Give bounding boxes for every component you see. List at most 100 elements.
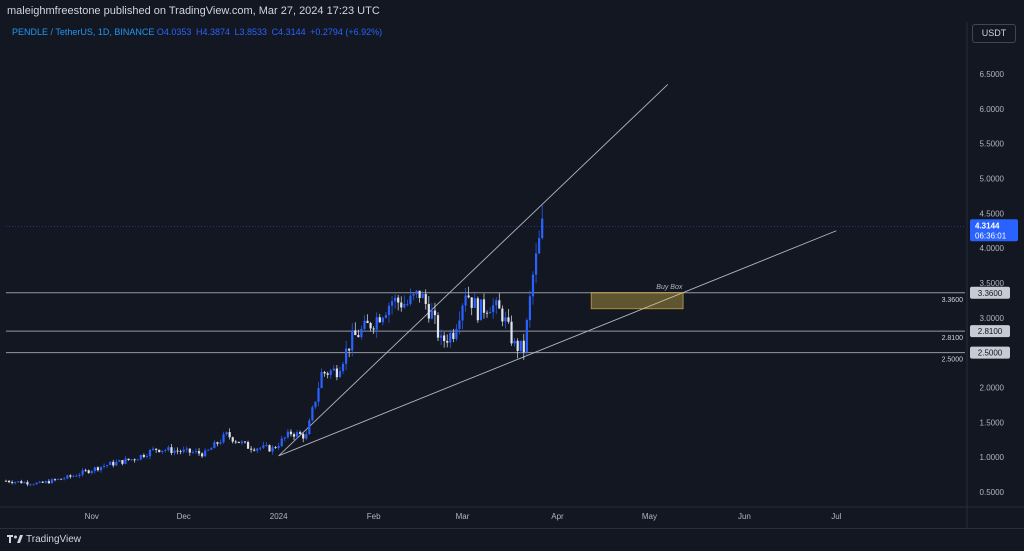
candle-body xyxy=(378,317,381,323)
candle-body xyxy=(243,441,247,443)
candle-body xyxy=(11,482,14,484)
candle-body xyxy=(188,448,191,453)
chart-area[interactable]: PENDLE / TetherUS, 1D, BINANCE O4.0353 H… xyxy=(0,22,1024,528)
candle-body xyxy=(400,302,403,308)
tradingview-logo[interactable]: TradingView xyxy=(7,534,81,545)
candle-body xyxy=(81,470,84,475)
buy-box-zone xyxy=(590,292,684,310)
candle-body xyxy=(240,441,244,443)
candle-body xyxy=(259,447,262,449)
level-price-badge xyxy=(970,325,1010,338)
publisher-text: maleighmfreestone published on TradingVi… xyxy=(7,5,380,17)
level-label: 2.5000 xyxy=(942,357,964,364)
candle-body xyxy=(430,310,433,319)
candle-body xyxy=(387,305,391,316)
candle-body xyxy=(191,452,194,453)
x-tick-label: Mar xyxy=(456,512,470,521)
candle-body xyxy=(292,434,296,437)
candle-body xyxy=(253,449,256,451)
candle-body xyxy=(305,434,308,439)
candle-body xyxy=(302,433,305,439)
currency-button[interactable]: USDT xyxy=(972,24,1016,43)
candle-body xyxy=(470,297,473,308)
x-tick-label: Jun xyxy=(738,512,751,521)
x-tick-label: Jul xyxy=(831,512,841,521)
candle-body xyxy=(439,335,443,338)
y-tick-label: 3.5000 xyxy=(980,279,1005,288)
candle-body xyxy=(87,470,90,474)
candle-body xyxy=(538,238,541,254)
candle-body xyxy=(268,445,271,452)
candle-body xyxy=(326,373,329,375)
candle-body xyxy=(424,294,427,304)
candle-body xyxy=(20,481,23,484)
candle-body xyxy=(213,442,216,449)
candle-body xyxy=(418,290,421,298)
y-tick-label: 6.5000 xyxy=(980,70,1005,79)
candle-body xyxy=(231,437,234,442)
candle-body xyxy=(354,330,357,336)
legend-low: L3.8533 xyxy=(234,27,268,37)
chart-legend: PENDLE / TetherUS, 1D, BINANCE O4.0353 H… xyxy=(12,27,384,37)
candle-body xyxy=(522,340,525,353)
candle-body xyxy=(344,348,348,364)
candle-body xyxy=(72,475,75,477)
candle-body xyxy=(286,431,289,438)
candle-body xyxy=(136,459,139,461)
x-tick-label: Nov xyxy=(85,512,99,521)
candle-body xyxy=(26,482,29,485)
trendline xyxy=(278,84,669,457)
candle-body xyxy=(283,437,286,439)
candle-body xyxy=(433,310,437,316)
price-chart[interactable]: 6.5000 6.0000 5.5000 5.0000 4.5000 4.0000 3.50… xyxy=(0,22,1024,528)
candle-body xyxy=(528,296,532,321)
candle-body xyxy=(185,448,188,450)
candle-body xyxy=(176,450,179,452)
level-price-badge xyxy=(970,346,1010,359)
candle-body xyxy=(93,467,96,472)
candle-body xyxy=(271,447,274,452)
candle-body xyxy=(357,335,360,338)
candle-body xyxy=(130,459,133,461)
candle-body xyxy=(151,448,155,450)
candle-body xyxy=(164,450,167,451)
candle-body xyxy=(473,298,476,308)
candle-body xyxy=(96,467,100,471)
candle-body xyxy=(299,432,302,434)
candle-body xyxy=(7,480,11,483)
candle-body xyxy=(504,317,507,322)
candle-body xyxy=(69,475,72,477)
candle-body xyxy=(332,368,335,371)
candle-body xyxy=(35,482,38,485)
candle-body xyxy=(145,456,149,458)
candle-body xyxy=(482,299,486,313)
candle-body xyxy=(458,320,461,329)
top-bar: maleighmfreestone published on TradingVi… xyxy=(0,0,1024,22)
candle-body xyxy=(476,298,479,321)
legend-high: H4.3874 xyxy=(195,27,230,37)
x-tick-label: Dec xyxy=(177,512,191,521)
candle-body xyxy=(338,371,342,378)
candle-body xyxy=(329,370,332,375)
legend-symbol: PENDLE / TetherUS, 1D, BINANCE xyxy=(12,27,155,37)
candle-body xyxy=(406,303,409,305)
candle-body xyxy=(525,320,528,353)
candle-body xyxy=(531,274,535,297)
candle-body xyxy=(436,315,440,338)
candle-body xyxy=(41,481,44,483)
y-tick-label: 3.0000 xyxy=(980,314,1005,323)
y-tick-label: 0.5000 xyxy=(980,488,1005,497)
candle-body xyxy=(109,461,112,466)
level-price-badge xyxy=(970,286,1010,299)
candle-body xyxy=(179,451,182,453)
x-tick-label: May xyxy=(642,512,657,521)
candle-body xyxy=(289,431,293,435)
candle-body xyxy=(274,447,277,449)
candle-body xyxy=(197,451,201,454)
candle-body xyxy=(17,481,20,483)
level-price-badge-text: 3.3600 xyxy=(978,289,1003,298)
candle-body xyxy=(381,317,384,323)
candle-body xyxy=(60,478,63,480)
candle-body xyxy=(14,481,17,484)
candle-body xyxy=(464,295,467,306)
